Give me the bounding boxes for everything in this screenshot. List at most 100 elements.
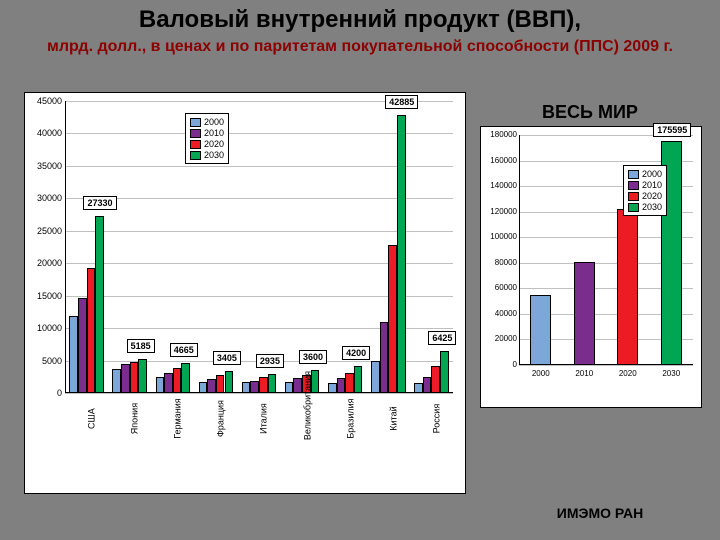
legend-label: 2010 <box>642 180 662 190</box>
value-callout: 175595 <box>653 123 691 137</box>
bar <box>617 209 638 365</box>
series-legend: 2000201020202030 <box>623 165 667 216</box>
bar <box>181 363 190 393</box>
bar <box>397 115 406 393</box>
legend-label: 2030 <box>642 202 662 212</box>
legend-swatch <box>190 129 201 138</box>
countries-plot-area: 0500010000150002000025000300003500040000… <box>65 101 453 393</box>
page-subtitle: млрд. долл., в ценах и по паритетам поку… <box>0 38 720 56</box>
value-callout: 5185 <box>127 339 155 353</box>
value-callout: 3405 <box>213 351 241 365</box>
world-plot-area: 0200004000060000800001000001200001400001… <box>519 135 693 365</box>
y-tick: 5000 <box>28 356 62 366</box>
y-tick: 0 <box>483 360 517 369</box>
legend-swatch <box>628 192 639 201</box>
bar <box>388 245 397 393</box>
y-tick: 45000 <box>28 96 62 106</box>
x-category: Италия <box>259 397 269 440</box>
y-tick: 35000 <box>28 161 62 171</box>
y-tick: 20000 <box>28 258 62 268</box>
bar <box>225 371 234 393</box>
bar <box>380 322 389 393</box>
y-tick: 120000 <box>483 207 517 216</box>
legend-swatch <box>190 151 201 160</box>
bar <box>371 361 380 393</box>
bar <box>121 364 130 393</box>
value-callout: 27330 <box>83 196 116 210</box>
bar <box>574 262 595 366</box>
legend-label: 2030 <box>204 150 224 160</box>
bar <box>285 382 294 393</box>
bar <box>164 373 173 393</box>
x-category: 2030 <box>650 369 694 378</box>
x-category: 2000 <box>519 369 563 378</box>
y-tick: 10000 <box>28 323 62 333</box>
countries-chart: 0 5000 10000 15000 20000 25000 30000 35000 40000… <box>24 92 466 494</box>
y-tick: 60000 <box>483 283 517 292</box>
bar <box>87 268 96 393</box>
bar <box>112 369 121 393</box>
bar <box>138 359 147 393</box>
value-callout: 42885 <box>385 95 418 109</box>
bar <box>156 377 165 393</box>
bar <box>268 374 277 393</box>
value-callout: 6425 <box>428 331 456 345</box>
bar <box>354 366 363 393</box>
x-category: 2010 <box>563 369 607 378</box>
y-tick: 20000 <box>483 334 517 343</box>
bar <box>95 216 104 393</box>
bar <box>440 351 449 393</box>
value-callout: 2935 <box>256 354 284 368</box>
bar <box>293 378 302 393</box>
y-tick: 30000 <box>28 193 62 203</box>
bar <box>250 381 259 393</box>
y-tick: 40000 <box>483 309 517 318</box>
legend-label: 2000 <box>204 117 224 127</box>
world-chart: 0 20000 40000 60000 80000 100000 120000 140000 1… <box>480 126 702 408</box>
bar <box>69 316 78 393</box>
world-title: ВЕСЬ МИР <box>484 102 696 123</box>
bar <box>423 377 432 393</box>
y-tick: 180000 <box>483 130 517 139</box>
legend-swatch <box>628 170 639 179</box>
y-tick: 25000 <box>28 226 62 236</box>
bar <box>216 375 225 393</box>
bar <box>530 295 551 365</box>
bar <box>337 378 346 393</box>
y-tick: 15000 <box>28 291 62 301</box>
bar <box>199 382 208 393</box>
y-tick: 140000 <box>483 181 517 190</box>
value-callout: 3600 <box>299 350 327 364</box>
source-label: ИМЭМО РАН <box>500 505 700 521</box>
legend-swatch <box>628 203 639 212</box>
legend-label: 2020 <box>204 139 224 149</box>
bar <box>207 379 216 393</box>
legend-label: 2020 <box>642 191 662 201</box>
page-title: Валовый внутренний продукт (ВВП), <box>0 6 720 34</box>
x-category: Россия <box>431 397 441 440</box>
bar <box>414 383 423 393</box>
bar <box>259 377 268 393</box>
y-tick: 100000 <box>483 232 517 241</box>
y-tick: 160000 <box>483 156 517 165</box>
bar <box>345 373 354 393</box>
x-category: Франция <box>216 397 226 440</box>
legend-swatch <box>628 181 639 190</box>
legend-swatch <box>190 118 201 127</box>
y-tick: 40000 <box>28 128 62 138</box>
x-category: Германия <box>173 397 183 440</box>
x-category: Китай <box>388 397 398 440</box>
y-tick: 0 <box>28 388 62 398</box>
x-category: Бразилия <box>345 397 355 440</box>
bar <box>130 362 139 393</box>
y-tick: 80000 <box>483 258 517 267</box>
value-callout: 4200 <box>342 346 370 360</box>
x-category: Великобритания <box>302 397 312 440</box>
legend-label: 2000 <box>642 169 662 179</box>
bar <box>173 368 182 393</box>
series-legend: 2000201020202030 <box>185 113 229 164</box>
bar <box>78 298 87 393</box>
bar <box>242 382 251 393</box>
bar <box>431 366 440 393</box>
value-callout: 4665 <box>170 343 198 357</box>
